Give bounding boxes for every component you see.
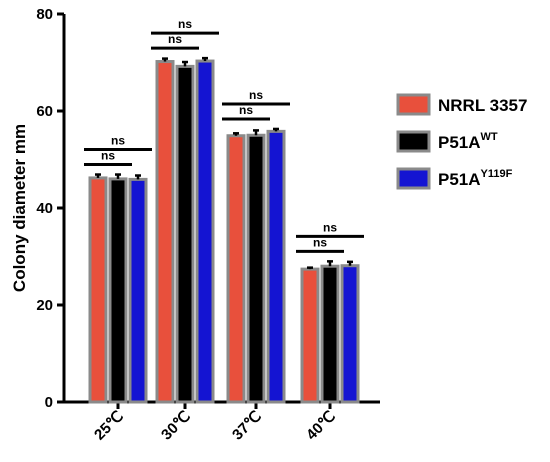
sig-label-4: ns [239, 103, 253, 117]
legend-swatch-1 [396, 130, 431, 153]
bar-2-1 [246, 133, 266, 404]
y-axis-title: Colony diameter mm [10, 124, 29, 292]
error-bar-3-0 [307, 266, 313, 270]
sig-label-3: ns [178, 17, 192, 31]
sig-label-6: ns [313, 235, 327, 249]
y-tick-label-1: 20 [36, 297, 53, 314]
y-tick-label-4: 80 [36, 6, 53, 23]
error-bar-0-2 [135, 174, 141, 180]
bar-3-1 [320, 264, 340, 404]
error-bar-1-1 [182, 60, 188, 67]
error-bar-1-2 [202, 56, 208, 62]
bar-3-2 [340, 264, 360, 404]
y-tick-label-2: 40 [36, 200, 53, 217]
bar-0-0 [88, 176, 108, 404]
sig-label-2: ns [168, 32, 182, 46]
bar-0-2 [128, 177, 148, 404]
legend-label-0: NRRL 3357 [438, 96, 527, 115]
bar-2-2 [266, 129, 286, 404]
bar-1-2 [195, 59, 215, 404]
legend-label-1: P51AWT [438, 131, 498, 152]
x-tick-label-2: 37℃ [229, 408, 265, 444]
error-bar-2-1 [253, 129, 259, 136]
legend-label-sup-2: Y119F [481, 168, 513, 180]
bar-2-0 [226, 134, 246, 404]
error-bar-3-1 [327, 260, 333, 267]
sig-label-7: ns [323, 220, 337, 234]
legend-swatch-2 [396, 167, 431, 190]
bar-3-0 [300, 267, 320, 404]
sig-label-5: ns [249, 88, 263, 102]
sig-label-0: ns [101, 149, 115, 163]
error-bar-0-1 [115, 173, 121, 179]
legend-swatch-0 [396, 93, 431, 116]
error-bar-2-0 [233, 132, 239, 136]
error-bar-1-0 [162, 57, 168, 62]
error-bar-3-2 [347, 260, 353, 266]
sig-label-1: ns [111, 134, 125, 148]
error-bar-2-2 [273, 127, 279, 132]
x-tick-label-1: 30℃ [158, 408, 194, 444]
legend-label-2: P51AY119F [438, 168, 513, 189]
legend-label-sup-1: WT [481, 131, 498, 143]
error-bar-0-0 [95, 173, 101, 178]
bar-0-1 [108, 177, 128, 404]
bar-1-1 [175, 64, 195, 404]
x-tick-label-0: 25℃ [91, 408, 127, 444]
bar-1-0 [155, 60, 175, 404]
x-tick-label-3: 40℃ [303, 408, 339, 444]
y-tick-label-0: 0 [45, 394, 53, 411]
legend: NRRL 3357 P51AWT P51AY119F [396, 93, 527, 190]
y-tick-label-3: 60 [36, 103, 53, 120]
bars [88, 56, 360, 404]
